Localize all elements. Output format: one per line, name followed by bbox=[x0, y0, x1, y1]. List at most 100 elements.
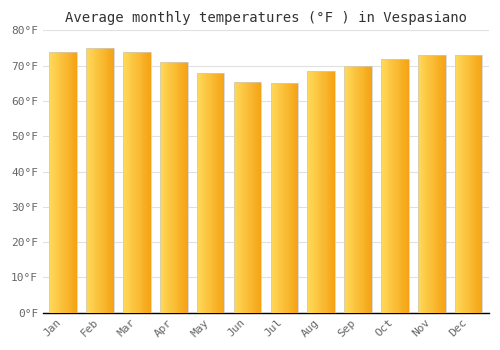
Bar bbox=[403, 59, 404, 313]
Bar bbox=[479, 55, 480, 313]
Bar bbox=[170, 62, 171, 313]
Bar bbox=[397, 59, 398, 313]
Bar bbox=[123, 51, 124, 313]
Bar bbox=[52, 51, 53, 313]
Bar bbox=[310, 71, 311, 313]
Bar bbox=[57, 51, 58, 313]
Bar bbox=[427, 55, 428, 313]
Bar bbox=[135, 51, 136, 313]
Bar bbox=[74, 51, 75, 313]
Bar bbox=[258, 82, 260, 313]
Bar bbox=[323, 71, 324, 313]
Bar bbox=[236, 82, 238, 313]
Bar bbox=[478, 55, 479, 313]
Bar bbox=[217, 73, 218, 313]
Bar bbox=[366, 66, 368, 313]
Bar bbox=[250, 82, 251, 313]
Bar bbox=[161, 62, 162, 313]
Bar bbox=[424, 55, 426, 313]
Bar bbox=[383, 59, 384, 313]
Bar bbox=[309, 71, 310, 313]
Bar bbox=[422, 55, 424, 313]
Bar bbox=[381, 59, 408, 313]
Bar bbox=[400, 59, 402, 313]
Bar bbox=[381, 59, 382, 313]
Bar bbox=[289, 83, 290, 313]
Bar bbox=[60, 51, 62, 313]
Bar bbox=[419, 55, 420, 313]
Bar bbox=[243, 82, 244, 313]
Bar bbox=[333, 71, 334, 313]
Bar bbox=[200, 73, 202, 313]
Bar bbox=[162, 62, 164, 313]
Bar bbox=[246, 82, 248, 313]
Bar bbox=[149, 51, 150, 313]
Bar bbox=[392, 59, 393, 313]
Bar bbox=[287, 83, 288, 313]
Bar bbox=[127, 51, 128, 313]
Bar bbox=[276, 83, 277, 313]
Bar bbox=[180, 62, 181, 313]
Bar bbox=[472, 55, 473, 313]
Bar bbox=[255, 82, 256, 313]
Bar bbox=[277, 83, 278, 313]
Bar bbox=[464, 55, 465, 313]
Bar bbox=[272, 83, 274, 313]
Bar bbox=[94, 48, 96, 313]
Bar bbox=[125, 51, 126, 313]
Bar bbox=[279, 83, 280, 313]
Bar bbox=[369, 66, 370, 313]
Bar bbox=[312, 71, 313, 313]
Bar bbox=[173, 62, 174, 313]
Bar bbox=[174, 62, 176, 313]
Bar bbox=[473, 55, 474, 313]
Bar bbox=[436, 55, 438, 313]
Bar bbox=[406, 59, 407, 313]
Bar bbox=[108, 48, 110, 313]
Bar bbox=[256, 82, 258, 313]
Bar bbox=[66, 51, 67, 313]
Title: Average monthly temperatures (°F ) in Vespasiano: Average monthly temperatures (°F ) in Ve… bbox=[65, 11, 467, 25]
Bar bbox=[210, 73, 212, 313]
Bar bbox=[67, 51, 68, 313]
Bar bbox=[164, 62, 166, 313]
Bar bbox=[240, 82, 241, 313]
Bar bbox=[296, 83, 298, 313]
Bar bbox=[260, 82, 262, 313]
Bar bbox=[477, 55, 478, 313]
Bar bbox=[466, 55, 467, 313]
Bar bbox=[69, 51, 70, 313]
Bar bbox=[104, 48, 106, 313]
Bar bbox=[197, 73, 224, 313]
Bar bbox=[241, 82, 242, 313]
Bar bbox=[148, 51, 149, 313]
Bar bbox=[385, 59, 386, 313]
Bar bbox=[322, 71, 323, 313]
Bar bbox=[311, 71, 312, 313]
Bar bbox=[462, 55, 463, 313]
Bar bbox=[65, 51, 66, 313]
Bar bbox=[461, 55, 462, 313]
Bar bbox=[429, 55, 430, 313]
Bar bbox=[132, 51, 134, 313]
Bar bbox=[54, 51, 55, 313]
Bar bbox=[178, 62, 180, 313]
Bar bbox=[160, 62, 161, 313]
Bar bbox=[140, 51, 141, 313]
Bar bbox=[325, 71, 326, 313]
Bar bbox=[146, 51, 147, 313]
Bar bbox=[136, 51, 137, 313]
Bar bbox=[53, 51, 54, 313]
Bar bbox=[63, 51, 64, 313]
Bar bbox=[334, 71, 335, 313]
Bar bbox=[395, 59, 396, 313]
Bar bbox=[270, 83, 272, 313]
Bar bbox=[358, 66, 359, 313]
Bar bbox=[64, 51, 65, 313]
Bar bbox=[89, 48, 90, 313]
Bar bbox=[124, 51, 125, 313]
Bar bbox=[91, 48, 92, 313]
Bar bbox=[314, 71, 315, 313]
Bar bbox=[439, 55, 440, 313]
Bar bbox=[321, 71, 322, 313]
